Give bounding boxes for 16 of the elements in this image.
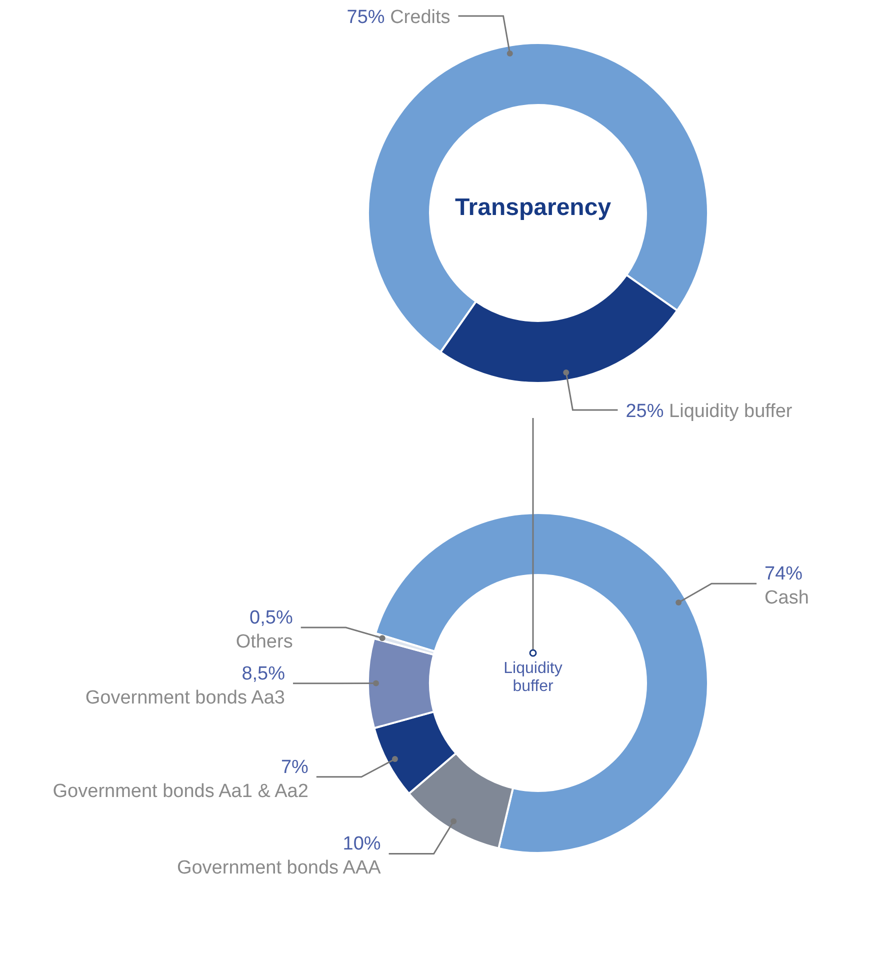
- data-label: 10%: [342, 834, 381, 855]
- data-label: 8,5%: [242, 663, 286, 684]
- slice-label: Others: [236, 632, 293, 653]
- data-label: 7%: [280, 756, 309, 778]
- slice-label: Government bonds AAA: [176, 858, 382, 879]
- text: Transparency: [454, 193, 612, 223]
- slice-label: Cash: [764, 588, 809, 609]
- data-label: 74%: [764, 564, 803, 585]
- slice-label: Government bonds Aa3: [85, 687, 285, 708]
- text: Liquidity buffer: [502, 659, 564, 697]
- data-label: 75%: [346, 7, 385, 28]
- data-label: 25%: [626, 400, 664, 422]
- slice-label: Liquidity buffer: [664, 400, 793, 422]
- slice-label: Government bonds Aa1 & Aa2: [52, 780, 308, 802]
- data-label: 0,5%: [250, 608, 293, 629]
- slice-label: Credits: [384, 7, 450, 28]
